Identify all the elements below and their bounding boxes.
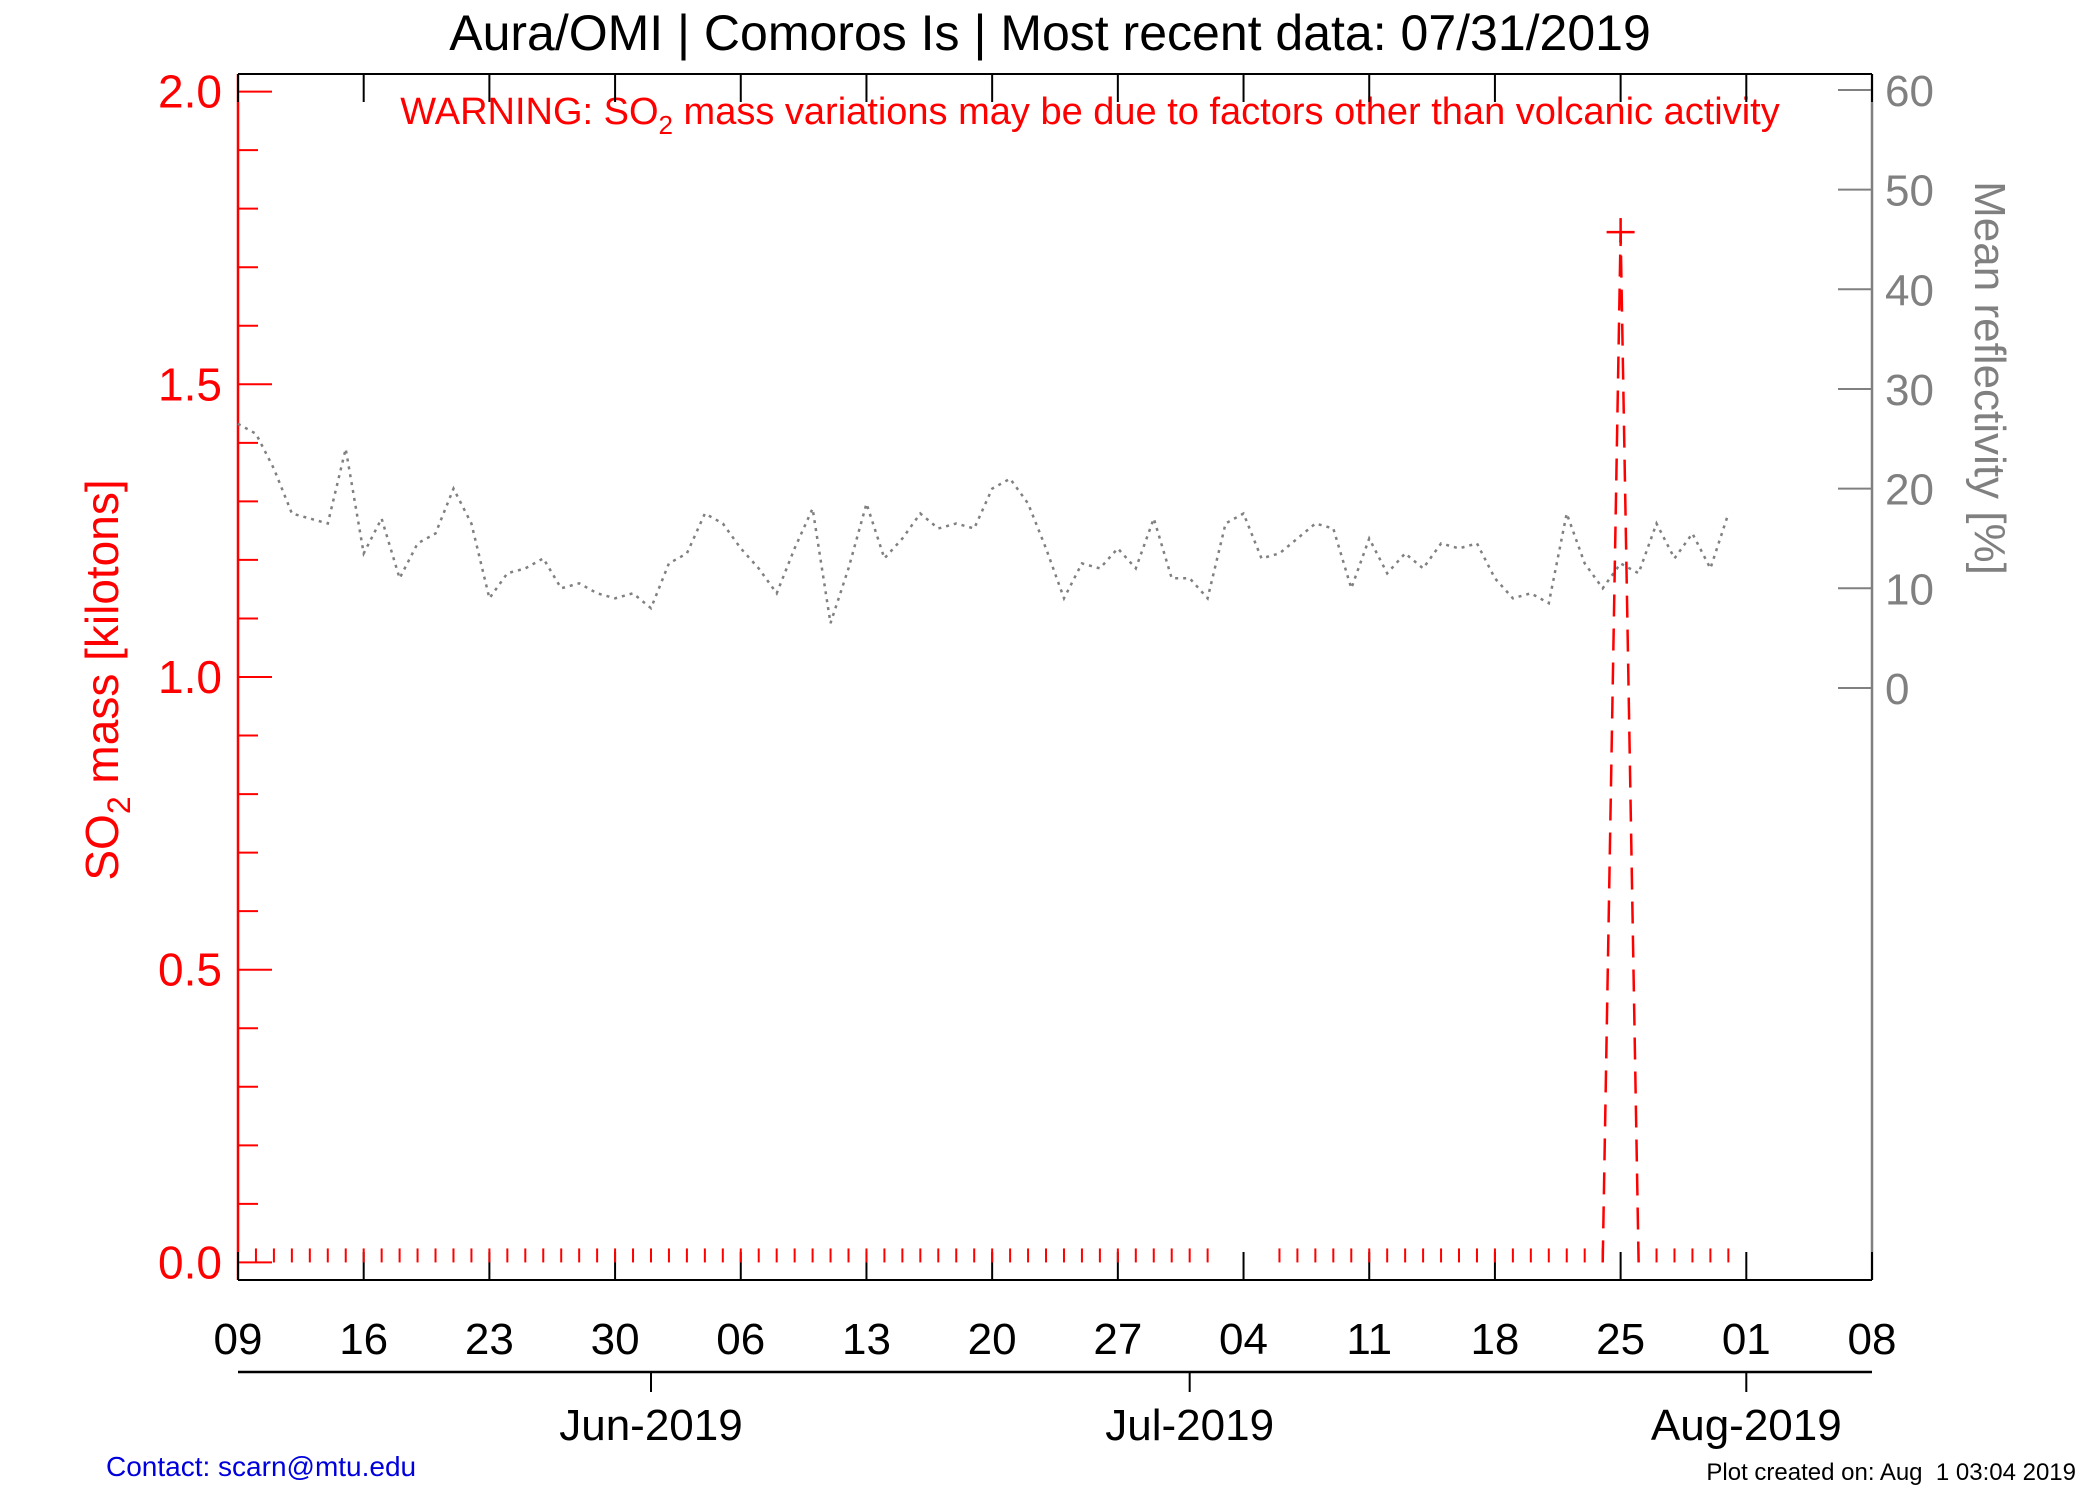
right-tick-label: 50 [1885, 167, 1934, 216]
x-tick-label: 09 [214, 1315, 263, 1364]
left-tick-label: 0.0 [158, 1236, 222, 1288]
right-axis-title: Mean reflectivity [%] [1965, 181, 2014, 575]
x-tick-label: 18 [1470, 1315, 1519, 1364]
reflectivity-line [237, 422, 1730, 624]
x-tick-label: 13 [842, 1315, 891, 1364]
warning-suffix: mass variations may be due to factors ot… [673, 91, 1780, 133]
right-tick-label: 30 [1885, 366, 1934, 415]
x-tick-label: 30 [591, 1315, 640, 1364]
left-axis-title-subscript: 2 [101, 796, 137, 814]
right-tick-label: 40 [1885, 266, 1934, 315]
left-axis-title: SO2 mass [kilotons] [76, 479, 137, 880]
x-tick-label: 16 [339, 1315, 388, 1364]
x-tick-label: 08 [1848, 1315, 1897, 1364]
warning-text: WARNING: SO2 mass variations may be due … [400, 91, 1779, 140]
warning-subscript: 2 [659, 110, 673, 140]
so2-mass-line [1601, 232, 1640, 1263]
chart-title: Aura/OMI | Comoros Is | Most recent data… [449, 5, 1651, 61]
x-tick-label: 01 [1722, 1315, 1771, 1364]
x-tick-label: 25 [1596, 1315, 1645, 1364]
x-axis-day-ticks: 09 16 23 30 06 13 20 27 04 11 18 25 01 08 [214, 74, 1897, 1364]
x-tick-label: 11 [1346, 1315, 1392, 1364]
left-tick-label: 0.5 [158, 944, 222, 996]
warning-prefix: WARNING: SO [400, 91, 658, 133]
month-tick-label: Jul-2019 [1105, 1401, 1274, 1450]
x-tick-label: 27 [1093, 1315, 1142, 1364]
x-axis-month-ticks: Jun-2019 Jul-2019 Aug-2019 [559, 1372, 1842, 1450]
left-tick-label: 1.5 [158, 358, 222, 410]
left-axis-title-suffix: mass [kilotons] [76, 479, 128, 796]
left-axis-ticks: 0.0 0.5 1.0 1.5 2.0 [158, 66, 272, 1288]
right-axis-ticks: 0 10 20 30 40 50 60 [1838, 67, 1934, 714]
plot-created-text: Plot created on: Aug 1 03:04 2019 [1706, 1459, 2076, 1486]
right-tick-label: 60 [1885, 67, 1934, 116]
left-axis-title-prefix: SO [76, 814, 128, 880]
x-tick-label: 04 [1219, 1315, 1268, 1364]
left-tick-label: 2.0 [158, 66, 222, 118]
month-tick-label: Jun-2019 [559, 1401, 742, 1450]
x-tick-label: 20 [968, 1315, 1017, 1364]
right-tick-label: 10 [1885, 565, 1934, 614]
x-tick-label: 23 [465, 1315, 514, 1364]
left-tick-label: 1.0 [158, 651, 222, 703]
plot-frame [236, 73, 1874, 1374]
month-tick-label: Aug-2019 [1651, 1401, 1842, 1450]
contact-text: Contact: scarn@mtu.edu [106, 1451, 416, 1482]
right-tick-label: 0 [1885, 665, 1909, 714]
x-tick-label: 06 [716, 1315, 765, 1364]
right-tick-label: 20 [1885, 466, 1934, 515]
reflectivity-series [237, 422, 1730, 624]
so2-mass-series [254, 218, 1730, 1263]
